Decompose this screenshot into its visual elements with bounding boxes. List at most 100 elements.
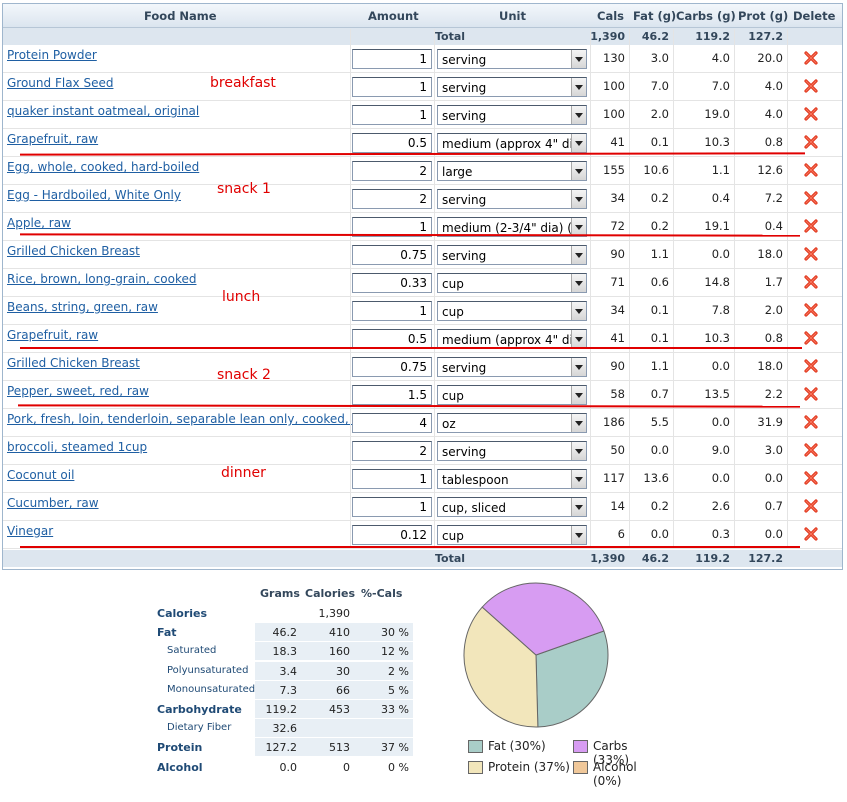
unit-select[interactable]: cup (437, 273, 587, 293)
delete-icon[interactable] (803, 190, 819, 206)
dropdown-arrow-icon[interactable] (571, 50, 586, 68)
unit-select[interactable]: medium (approx 4" dia (437, 329, 587, 349)
delete-icon[interactable] (803, 78, 819, 94)
dropdown-arrow-icon[interactable] (571, 134, 586, 152)
food-name-link[interactable]: Coconut oil (7, 468, 75, 482)
food-name-link[interactable]: Protein Powder (7, 48, 97, 62)
dropdown-arrow-icon[interactable] (571, 274, 586, 292)
food-name-link[interactable]: Pork, fresh, loin, tenderloin, separable… (7, 412, 364, 426)
summary-grams: 0.0 (279, 760, 298, 774)
delete-icon[interactable] (803, 358, 819, 374)
dropdown-arrow-icon[interactable] (571, 526, 586, 544)
dropdown-arrow-icon[interactable] (571, 218, 586, 236)
food-name-link[interactable]: Pepper, sweet, red, raw (7, 384, 149, 398)
delete-icon[interactable] (803, 330, 819, 346)
food-name-link[interactable]: Grilled Chicken Breast (7, 244, 140, 258)
unit-select[interactable]: serving (437, 189, 587, 209)
amount-input[interactable]: 1 (352, 217, 432, 237)
amount-input[interactable]: 4 (352, 413, 432, 433)
amount-input[interactable]: 1 (352, 77, 432, 97)
unit-select[interactable]: oz (437, 413, 587, 433)
food-row: Egg - Hardboiled, White Only 2 serving 34 0.… (3, 185, 842, 213)
food-name-link[interactable]: Egg, whole, cooked, hard-boiled (7, 160, 200, 174)
food-name-link[interactable]: Rice, brown, long-grain, cooked (7, 272, 197, 286)
amount-input[interactable]: 1.5 (352, 385, 432, 405)
unit-select[interactable]: serving (437, 105, 587, 125)
delete-icon[interactable] (803, 470, 819, 486)
meal-label-dinner: dinner (221, 465, 266, 481)
food-name-link[interactable]: Egg - Hardboiled, White Only (7, 188, 181, 202)
unit-select[interactable]: cup (437, 525, 587, 545)
dropdown-arrow-icon[interactable] (571, 246, 586, 264)
unit-select[interactable]: tablespoon (437, 469, 587, 489)
delete-icon[interactable] (803, 134, 819, 150)
delete-icon[interactable] (803, 498, 819, 514)
delete-icon[interactable] (803, 414, 819, 430)
delete-icon[interactable] (803, 442, 819, 458)
dropdown-arrow-icon[interactable] (571, 78, 586, 96)
delete-icon[interactable] (803, 50, 819, 66)
dropdown-arrow-icon[interactable] (571, 470, 586, 488)
delete-icon[interactable] (803, 386, 819, 402)
food-name-link[interactable]: broccoli, steamed 1cup (7, 440, 148, 454)
food-name-link[interactable]: Grapefruit, raw (7, 132, 99, 146)
food-name-link[interactable]: Vinegar (7, 524, 54, 538)
unit-select[interactable]: serving (437, 245, 587, 265)
amount-input[interactable]: 2 (352, 161, 432, 181)
amount-input[interactable]: 1 (352, 301, 432, 321)
unit-select[interactable]: serving (437, 49, 587, 69)
cell-cals: 71 (610, 275, 625, 289)
amount-input[interactable]: 1 (352, 49, 432, 69)
food-name-link[interactable]: Grilled Chicken Breast (7, 356, 140, 370)
dropdown-arrow-icon[interactable] (571, 414, 586, 432)
food-name-link[interactable]: quaker instant oatmeal, original (7, 104, 200, 118)
total-fat: 46.2 (641, 30, 669, 43)
summary-label: Monounsaturated (167, 683, 256, 695)
food-name-link[interactable]: Ground Flax Seed (7, 76, 114, 90)
amount-input[interactable]: 0.5 (352, 329, 432, 349)
dropdown-arrow-icon[interactable] (571, 162, 586, 180)
delete-icon[interactable] (803, 302, 819, 318)
unit-select[interactable]: large (437, 161, 587, 181)
unit-select[interactable]: cup, sliced (437, 497, 587, 517)
dropdown-arrow-icon[interactable] (571, 106, 586, 124)
amount-input[interactable]: 1 (352, 469, 432, 489)
amount-input[interactable]: 0.5 (352, 133, 432, 153)
unit-select[interactable]: serving (437, 357, 587, 377)
delete-icon[interactable] (803, 218, 819, 234)
unit-select[interactable]: serving (437, 77, 587, 97)
dropdown-arrow-icon[interactable] (571, 330, 586, 348)
delete-icon[interactable] (803, 246, 819, 262)
dropdown-arrow-icon[interactable] (571, 498, 586, 516)
amount-input[interactable]: 0.75 (352, 357, 432, 377)
unit-select[interactable]: cup (437, 385, 587, 405)
cell-carbs: 7.0 (711, 79, 730, 93)
unit-select[interactable]: medium (approx 4" dia (437, 133, 587, 153)
unit-select[interactable]: serving (437, 441, 587, 461)
amount-input[interactable]: 2 (352, 189, 432, 209)
dropdown-arrow-icon[interactable] (571, 302, 586, 320)
amount-input[interactable]: 1 (352, 105, 432, 125)
delete-icon[interactable] (803, 274, 819, 290)
delete-icon[interactable] (803, 106, 819, 122)
legend-label-fat: Fat (30%) (488, 739, 546, 753)
unit-select[interactable]: cup (437, 301, 587, 321)
amount-input[interactable]: 1 (352, 497, 432, 517)
delete-icon[interactable] (803, 526, 819, 542)
food-name-link[interactable]: Cucumber, raw (7, 496, 99, 510)
dropdown-arrow-icon[interactable] (571, 386, 586, 404)
dropdown-arrow-icon[interactable] (571, 358, 586, 376)
food-name-link[interactable]: Beans, string, green, raw (7, 300, 158, 314)
unit-select[interactable]: medium (2-3/4" dia) (a (437, 217, 587, 237)
delete-icon[interactable] (803, 162, 819, 178)
amount-input[interactable]: 0.33 (352, 273, 432, 293)
amount-input[interactable]: 0.75 (352, 245, 432, 265)
amount-input[interactable]: 0.12 (352, 525, 432, 545)
dropdown-arrow-icon[interactable] (571, 442, 586, 460)
amount-input[interactable]: 2 (352, 441, 432, 461)
summary-calories: 0 (343, 760, 350, 774)
food-name-link[interactable]: Grapefruit, raw (7, 328, 99, 342)
unit-value: serving (442, 109, 487, 123)
dropdown-arrow-icon[interactable] (571, 190, 586, 208)
food-name-link[interactable]: Apple, raw (7, 216, 71, 230)
